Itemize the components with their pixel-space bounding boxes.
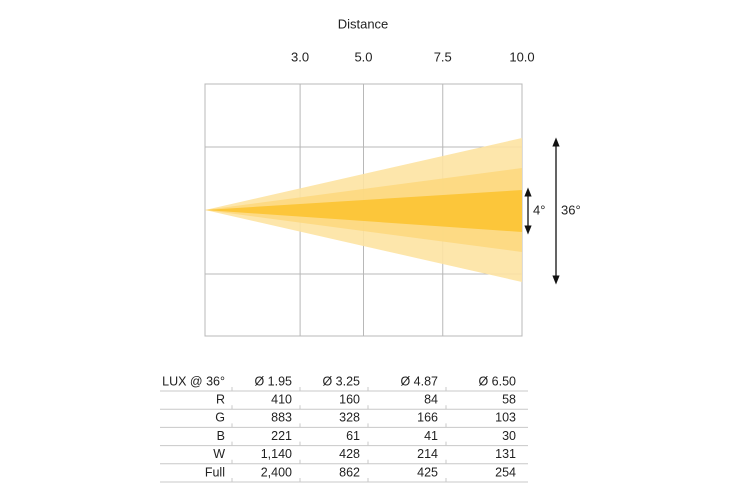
x-tick-label: 10.0 — [509, 49, 534, 64]
table-cell: 160 — [339, 392, 360, 406]
table-cell: 862 — [339, 465, 360, 479]
table-cell: Ø 4.87 — [400, 374, 438, 388]
table-cell: 30 — [502, 429, 516, 443]
table-cell: 883 — [271, 411, 292, 425]
table-cell: 1,140 — [261, 447, 292, 461]
table-cell: W — [213, 447, 225, 461]
table-cell: 61 — [346, 429, 360, 443]
beam-core — [205, 190, 522, 232]
table-cell: 425 — [417, 465, 438, 479]
table-cell: 214 — [417, 447, 438, 461]
table-cell: 254 — [495, 465, 516, 479]
grid — [204, 83, 523, 337]
table-cell: 131 — [495, 447, 516, 461]
axis-title: Distance — [338, 16, 389, 31]
lux-table: LUX @ 36° Ø 1.95 Ø 3.25 Ø 4.87 Ø 6.50 R 410 160… — [160, 374, 528, 483]
table-cell: 2,400 — [261, 465, 292, 479]
x-tick-label: 5.0 — [354, 49, 372, 64]
table-cell: G — [215, 411, 225, 425]
table-cell: Ø 6.50 — [478, 374, 516, 388]
table-cell: Full — [205, 465, 225, 479]
table-cell: 41 — [424, 429, 438, 443]
beam — [205, 138, 522, 282]
table-cell: 428 — [339, 447, 360, 461]
table-cell: B — [217, 429, 225, 443]
table-cell: 328 — [339, 411, 360, 425]
table-cell: 166 — [417, 411, 438, 425]
table-cell: Ø 3.25 — [322, 374, 360, 388]
table-cell: 84 — [424, 392, 438, 406]
beam-label: 36° — [561, 202, 581, 217]
table-cell: LUX @ 36° — [162, 374, 225, 388]
table-cell: 58 — [502, 392, 516, 406]
table-cell: 410 — [271, 392, 292, 406]
x-tick-label: 3.0 — [291, 49, 309, 64]
table-cell: R — [216, 392, 225, 406]
beam-label: 4° — [533, 202, 545, 217]
table-cell: 103 — [495, 411, 516, 425]
x-tick-label: 7.5 — [434, 49, 452, 64]
table-cell: 221 — [271, 429, 292, 443]
table-cell: Ø 1.95 — [254, 374, 292, 388]
